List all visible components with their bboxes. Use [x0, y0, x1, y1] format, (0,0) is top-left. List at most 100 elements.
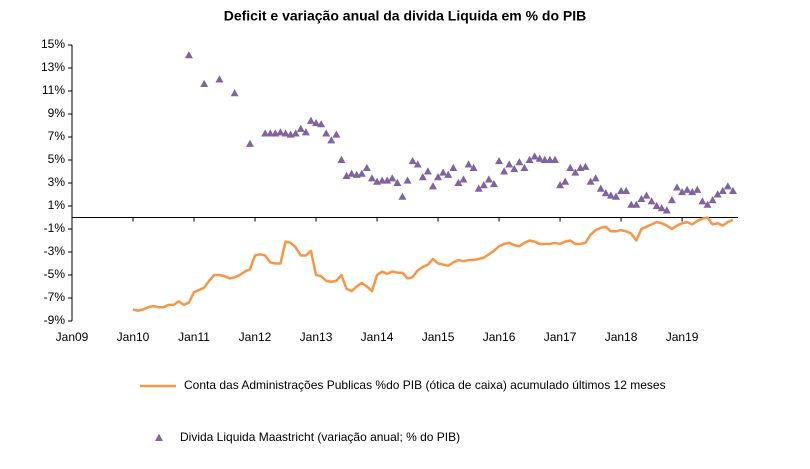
triangle-point — [627, 200, 636, 208]
triangle-point — [184, 51, 193, 59]
triangle-point — [418, 173, 427, 181]
triangle-point — [489, 179, 498, 188]
y-tick-label: -3% — [44, 244, 66, 258]
triangle-point — [505, 160, 514, 168]
x-tick-label: Jan14 — [361, 330, 394, 344]
y-tick-label: 9% — [48, 106, 66, 120]
triangle-point — [306, 116, 315, 124]
triangle-point — [367, 174, 376, 182]
triangle-point — [718, 186, 727, 194]
triangle-point — [357, 169, 366, 177]
triangle-point — [566, 163, 575, 171]
triangle-point — [550, 155, 559, 163]
triangle-point — [652, 201, 661, 209]
triangle-point — [383, 176, 392, 184]
triangle-point — [662, 206, 671, 214]
triangle-point — [586, 177, 595, 185]
triangle-point — [667, 196, 676, 204]
triangle-point — [515, 158, 524, 166]
triangle-point — [327, 136, 336, 144]
y-tick-label: -1% — [44, 221, 66, 235]
triangle-point — [703, 200, 712, 208]
legend-label: Divida Liquida Maastricht (variação anua… — [180, 430, 460, 444]
y-tick-label: -9% — [44, 313, 66, 327]
triangle-point — [693, 185, 702, 193]
triangle-point — [230, 89, 239, 97]
x-tick-label: Jan19 — [666, 330, 699, 344]
triangle-point — [535, 154, 544, 162]
triangle-point — [413, 160, 422, 168]
triangle-point — [459, 175, 468, 183]
y-tick-label: 5% — [48, 152, 66, 166]
triangle-point — [525, 155, 534, 163]
triangle-point — [312, 119, 321, 127]
x-tick-label: Jan16 — [483, 330, 516, 344]
triangle-point — [545, 155, 554, 163]
triangle-point — [434, 173, 443, 181]
y-tick-label: 1% — [48, 198, 66, 212]
triangle-point — [591, 174, 600, 182]
triangle-point — [617, 186, 626, 194]
triangle-point — [469, 163, 478, 171]
triangle-point — [439, 168, 448, 176]
triangle-point — [622, 186, 631, 194]
triangle-point — [322, 129, 331, 137]
y-tick-label: 13% — [41, 60, 65, 74]
triangle-point — [495, 156, 504, 165]
triangle-point — [500, 167, 509, 175]
triangle-point — [632, 200, 641, 208]
triangle-point — [474, 184, 483, 192]
legend-label: Conta das Administrações Publicas %do PI… — [184, 378, 666, 392]
triangle-point — [479, 181, 488, 189]
triangle-point — [378, 176, 387, 184]
x-tick-label: Jan12 — [239, 330, 272, 344]
triangle-point — [561, 177, 570, 185]
triangle-point — [337, 155, 346, 163]
x-tick-label: Jan18 — [605, 330, 638, 344]
triangle-point — [484, 175, 493, 183]
y-tick-label: 11% — [42, 83, 65, 97]
y-tick-label: -5% — [44, 267, 66, 281]
y-tick-label: 3% — [48, 175, 66, 189]
triangle-point — [276, 128, 285, 136]
triangle-point — [581, 162, 590, 170]
triangle-point — [342, 171, 351, 180]
triangle-point — [301, 128, 310, 136]
triangle-point — [347, 169, 356, 177]
x-tick-label: Jan11 — [178, 330, 210, 344]
triangle-point — [388, 174, 397, 182]
triangle-point — [647, 197, 656, 205]
triangle-point — [408, 156, 417, 165]
triangle-point — [530, 152, 539, 160]
triangle-point — [449, 163, 458, 171]
triangle-point — [611, 192, 620, 200]
triangle-point — [332, 130, 341, 138]
triangle-point — [398, 192, 407, 200]
triangle-point — [454, 178, 463, 186]
triangle-point — [261, 129, 270, 137]
y-tick-label: 15% — [41, 37, 65, 51]
triangle-point — [444, 170, 453, 178]
triangle-point — [393, 178, 402, 186]
triangle-point — [428, 182, 437, 190]
triangle-point — [317, 120, 326, 128]
triangle-point — [510, 165, 519, 173]
x-tick-label: Jan09 — [56, 330, 89, 344]
triangle-point — [657, 204, 666, 212]
triangle-point — [606, 191, 615, 199]
triangle-point — [464, 160, 473, 168]
triangle-point — [713, 190, 722, 198]
legend-swatch — [155, 433, 163, 441]
triangle-point — [423, 167, 432, 175]
triangle-point — [642, 191, 651, 199]
x-tick-label: Jan15 — [422, 330, 455, 344]
triangle-point — [296, 124, 305, 132]
y-tick-label: -7% — [44, 290, 66, 304]
triangle-point — [601, 189, 610, 197]
triangle-point — [708, 196, 717, 204]
x-tick-label: Jan13 — [300, 330, 333, 344]
triangle-point — [637, 194, 646, 203]
triangle-point — [403, 176, 412, 184]
y-tick-label: 7% — [48, 129, 66, 143]
